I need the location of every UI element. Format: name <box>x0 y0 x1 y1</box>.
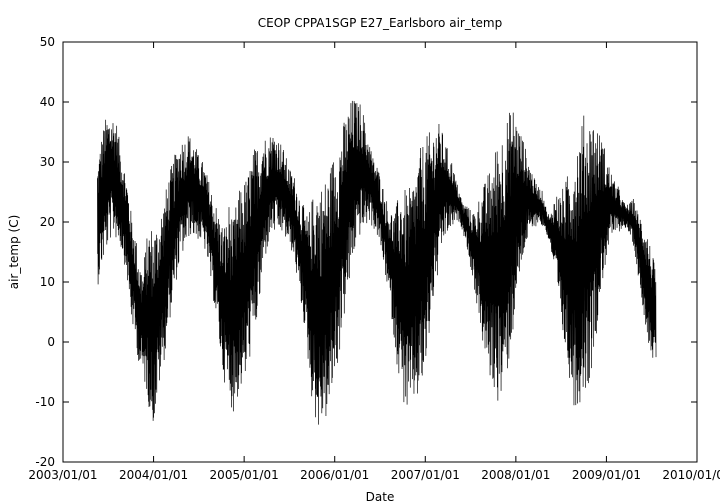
y-tick-label: 30 <box>40 155 55 169</box>
y-axis: -20 -10 0 10 20 30 40 50 <box>35 35 697 469</box>
plot-series <box>97 100 657 425</box>
x-tick-label: 2008/01/01 <box>481 468 550 482</box>
y-tick-label: -10 <box>35 395 55 409</box>
x-tick-label: 2003/01/01 <box>28 468 97 482</box>
y-axis-label: air_temp (C) <box>7 215 21 290</box>
y-tick-label: 40 <box>40 95 55 109</box>
y-tick-label: -20 <box>35 455 55 469</box>
x-tick-label: 2004/01/01 <box>119 468 188 482</box>
x-tick-label: 2005/01/01 <box>210 468 279 482</box>
x-axis: 2003/01/01 2004/01/01 2005/01/01 2006/01/01… <box>28 42 720 482</box>
plot-frame <box>62 41 698 463</box>
air-temp-series-line <box>97 100 657 425</box>
x-tick-label: 2006/01/01 <box>300 468 369 482</box>
y-tick-label: 10 <box>40 275 55 289</box>
x-tick-label: 2007/01/01 <box>391 468 460 482</box>
x-axis-label: Date <box>366 490 395 504</box>
y-tick-label: 50 <box>40 35 55 49</box>
x-tick-label: 2010/01/01 <box>662 468 720 482</box>
y-tick-label: 0 <box>47 335 55 349</box>
x-tick-label: 2009/01/01 <box>572 468 641 482</box>
y-tick-label: 20 <box>40 215 55 229</box>
chart-title: CEOP CPPA1SGP E27_Earlsboro air_temp <box>258 16 502 30</box>
